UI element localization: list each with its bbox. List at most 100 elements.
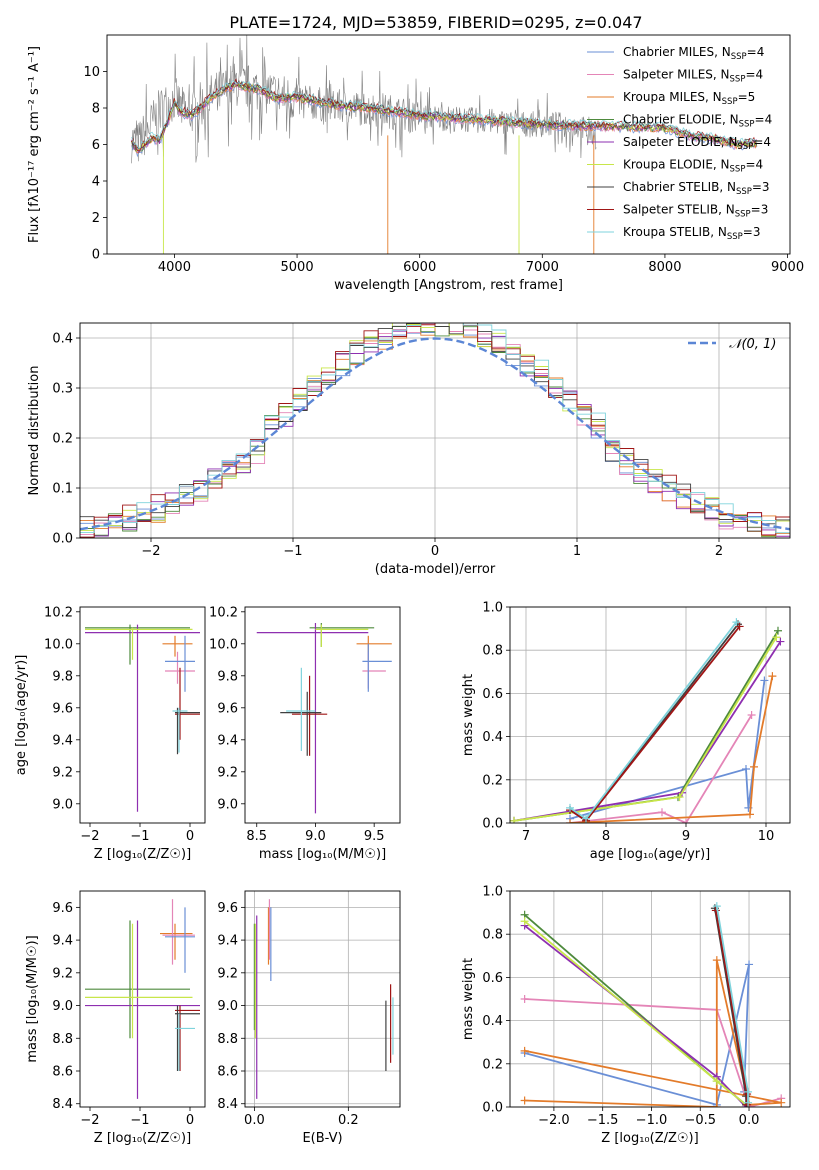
- y-axis-label: Flux [fλ10⁻¹⁷ erg cm⁻² s⁻¹ A⁻¹]: [27, 46, 42, 243]
- legend-label: 𝒩(0, 1): [729, 337, 776, 352]
- x-axis-label: Z [log₁₀(Z/Z☉)]: [94, 1131, 191, 1146]
- data-point-marker: [658, 808, 666, 817]
- legend-label: Chabrier MILES, NSSP=4: [623, 45, 764, 62]
- x-tick-label: 6000: [403, 260, 436, 275]
- data-point-marker: [711, 906, 720, 915]
- y-tick-label: 9.6: [217, 901, 238, 916]
- legend-label: Kroupa STELIB, NSSP=3: [623, 225, 761, 242]
- data-point-marker: [520, 995, 529, 1003]
- x-tick-label: −2: [141, 544, 160, 559]
- data-point-marker: [772, 633, 781, 642]
- legend-label: Kroupa ELODIE, NSSP=4: [623, 158, 763, 175]
- y-tick-label: 0.8: [482, 644, 503, 659]
- data-point-marker: [510, 816, 518, 823]
- y-tick-label: 9.0: [217, 797, 238, 812]
- y-tick-label: 0.2: [482, 773, 503, 788]
- x-tick-label: 7: [522, 829, 530, 844]
- y-tick-label: 9.0: [52, 797, 73, 812]
- histogram-series: [80, 323, 790, 534]
- data-point-marker: [520, 1096, 529, 1105]
- axes-frame: [509, 890, 791, 1108]
- x-tick-label: −1: [130, 1113, 149, 1128]
- axes-frame: [244, 606, 401, 824]
- axes-frame: [79, 890, 206, 1108]
- data-point-marker: [566, 803, 574, 812]
- series-line: [513, 641, 782, 822]
- y-tick-label: 9.2: [217, 765, 238, 780]
- x-tick-label: 8: [602, 829, 610, 844]
- data-point-marker: [520, 1046, 529, 1055]
- x-axis-label: Z [log₁₀(Z/Z☉)]: [94, 847, 191, 862]
- y-tick-label: 9.8: [217, 669, 238, 684]
- x-tick-label: 0: [431, 544, 439, 559]
- legend-label: Chabrier ELODIE, NSSP=4: [623, 113, 772, 130]
- x-axis-label: (data-model)/error: [375, 562, 496, 577]
- x-axis-label: age [log₁₀(age/yr)]: [590, 847, 711, 862]
- axes-frame: [509, 606, 791, 824]
- x-tick-label: −1.0: [636, 1113, 668, 1128]
- chart-spectrum: 4000 5000 6000 7000 8000 9000 0 2 4 6 8 10 wavelengt…: [27, 34, 804, 293]
- y-tick-label: 0.0: [482, 1101, 503, 1116]
- x-tick-label: 9.5: [364, 829, 385, 844]
- series-line: [569, 675, 774, 823]
- chart-mass-vs-Z: −2 −1 0 8.4 8.6 8.8 9.0 9.2 9.4 9.6 Z [log₁₀(Z/Z☉)…: [25, 890, 206, 1146]
- y-axis-label: mass [log₁₀(M/M☉)]: [25, 935, 40, 1062]
- y-tick-label: 9.4: [52, 934, 73, 949]
- x-tick-label: −2.0: [538, 1113, 570, 1128]
- y-tick-label: 0.1: [52, 482, 73, 497]
- y-tick-label: 6: [92, 138, 100, 153]
- x-tick-label: 0.2: [338, 1113, 359, 1128]
- y-tick-label: 0.4: [482, 1014, 503, 1029]
- y-tick-label: 9.0: [52, 999, 73, 1014]
- x-tick-label: 8000: [648, 260, 681, 275]
- x-tick-label: −2: [80, 1113, 99, 1128]
- series-line: [524, 924, 747, 1107]
- chart-age-vs-mass: 8.5 9.0 9.5 9.0 9.2 9.4 9.6 9.8 10.0 10.2 mass [lo…: [209, 605, 401, 862]
- series-line: [513, 636, 778, 822]
- data-point-marker: [777, 1098, 786, 1107]
- data-point-marker: [735, 622, 744, 631]
- y-tick-label: 0.0: [52, 532, 73, 547]
- data-point-marker: [682, 819, 690, 823]
- y-tick-label: 9.6: [52, 901, 73, 916]
- data-point-marker: [744, 1098, 753, 1107]
- x-tick-label: 0.0: [739, 1113, 760, 1128]
- x-tick-label: −1: [283, 544, 302, 559]
- y-tick-label: 10.0: [44, 637, 73, 652]
- axes-frame: [79, 606, 206, 824]
- y-tick-label: 0: [92, 248, 100, 263]
- plot-area: [85, 624, 200, 812]
- data-point-marker: [750, 762, 758, 771]
- y-tick-label: 9.6: [52, 701, 73, 716]
- data-point-marker: [732, 618, 741, 627]
- y-axis-label: mass weight: [461, 674, 476, 756]
- series-line: [513, 630, 779, 822]
- data-point-marker: [776, 637, 785, 646]
- legend-label: Chabrier STELIB, NSSP=3: [623, 180, 770, 197]
- normal-reference-curve: [80, 337, 790, 531]
- data-point-marker: [746, 810, 754, 819]
- x-axis-label: Z [log₁₀(Z/Z☉)]: [601, 1131, 698, 1146]
- legend: Chabrier MILES, NSSP=4 Salpeter MILES, NS…: [587, 45, 772, 242]
- y-tick-label: 10.0: [209, 637, 238, 652]
- data-point-marker: [712, 1077, 721, 1086]
- y-tick-label: 8.6: [217, 1065, 238, 1080]
- x-tick-label: 1: [573, 544, 581, 559]
- series-line: [524, 920, 747, 1106]
- plot-area: [131, 35, 758, 254]
- series-line: [524, 959, 782, 1107]
- plot-area: [510, 618, 785, 823]
- data-point-marker: [712, 1103, 721, 1107]
- data-point-marker: [774, 626, 782, 635]
- x-tick-label: 9: [682, 829, 690, 844]
- plot-area: [520, 902, 786, 1107]
- x-tick-label: −1.5: [587, 1113, 619, 1128]
- legend-label: Kroupa MILES, NSSP=5: [623, 90, 755, 107]
- y-tick-label: 9.2: [217, 966, 238, 981]
- y-tick-label: 0.4: [52, 332, 73, 347]
- legend-label: Salpeter STELIB, NSSP=3: [623, 203, 768, 220]
- y-tick-label: 9.6: [217, 701, 238, 716]
- y-tick-label: 0.4: [482, 730, 503, 745]
- x-tick-label: 9000: [771, 260, 804, 275]
- y-tick-label: 9.2: [52, 765, 73, 780]
